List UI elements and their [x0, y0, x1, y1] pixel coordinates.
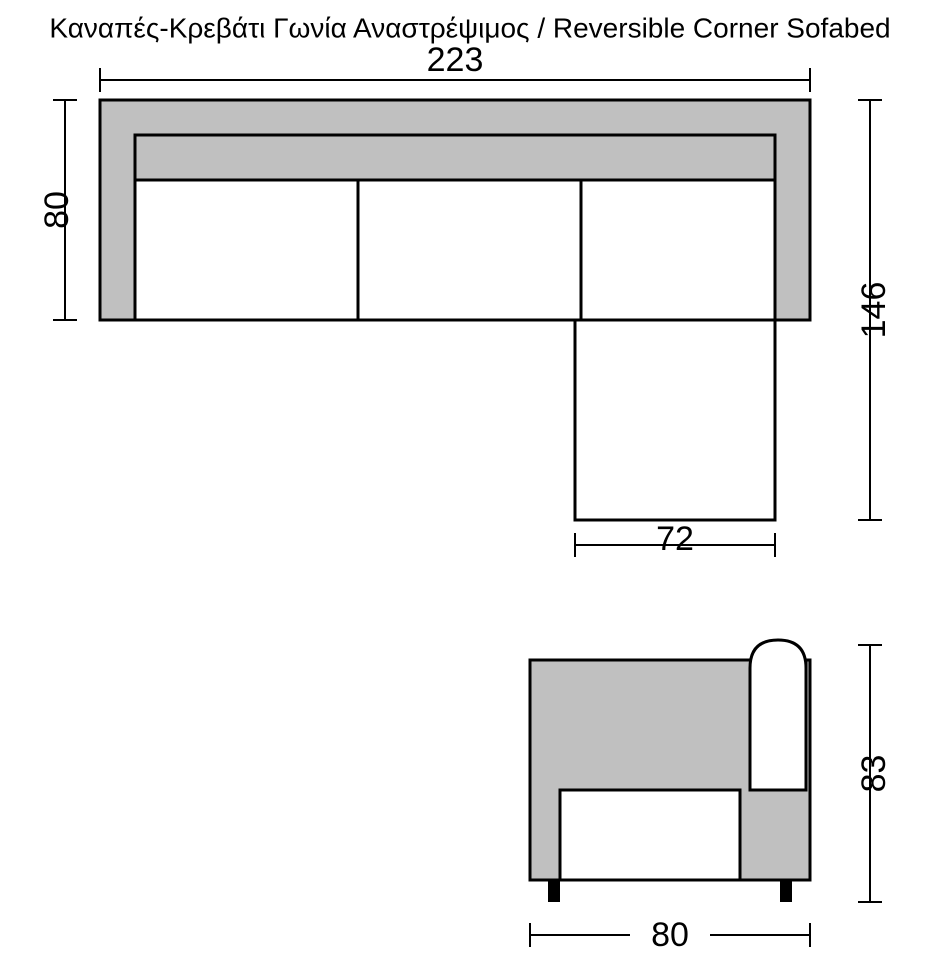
dim-83: 83	[855, 755, 893, 793]
side-view-leg-left	[548, 880, 560, 902]
side-view-leg-right	[780, 880, 792, 902]
side-view-back-cushion	[750, 640, 806, 790]
dim-223: 223	[427, 41, 484, 79]
top-view-backrest	[135, 135, 775, 180]
dim-80-depth: 80	[38, 191, 76, 229]
dim-72: 72	[656, 520, 694, 558]
dim-146: 146	[855, 282, 893, 339]
side-view-seat	[560, 790, 740, 880]
top-view-seats	[135, 180, 775, 320]
dim-80-width: 80	[651, 916, 689, 954]
top-view-chaise	[575, 320, 775, 520]
diagram-title: Καναπές-Κρεβάτι Γωνία Αναστρέψιμος / Rev…	[49, 12, 890, 43]
